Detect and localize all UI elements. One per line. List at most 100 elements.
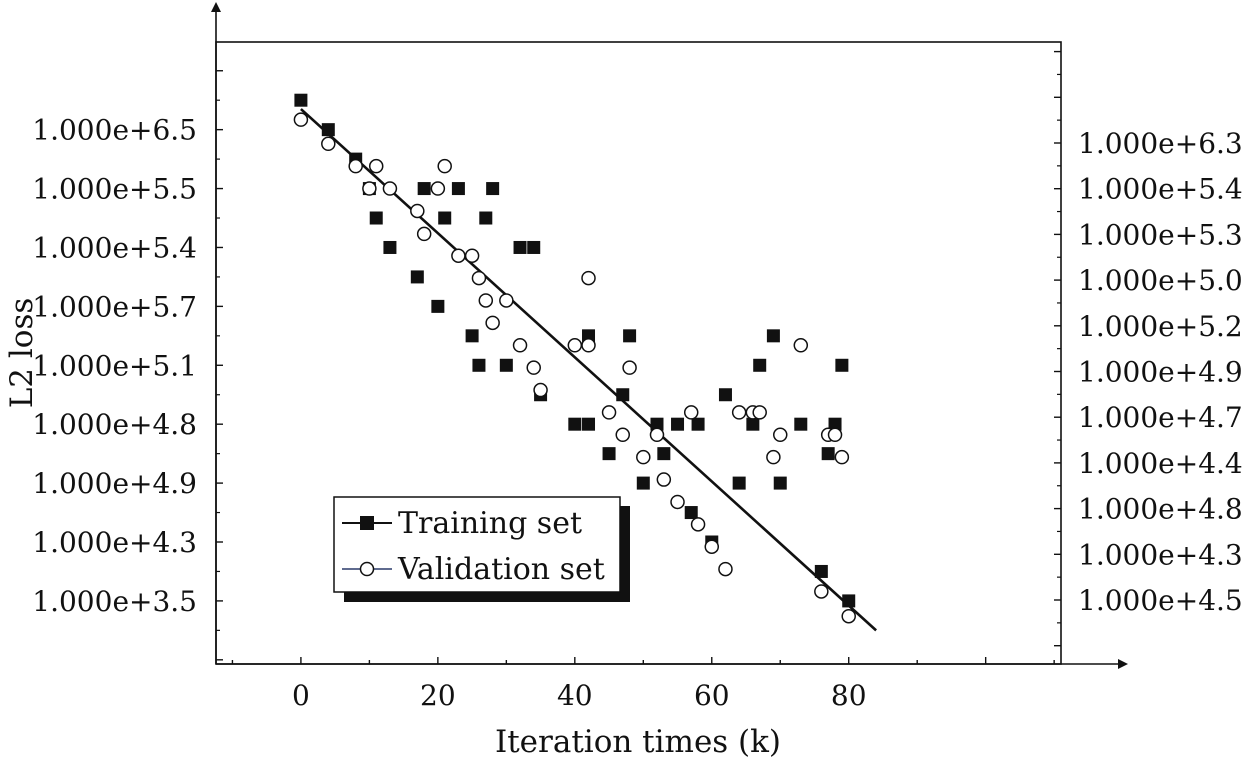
validation-point xyxy=(533,382,548,398)
x-tick-label: 80 xyxy=(831,679,867,712)
training-point xyxy=(828,417,842,431)
training-point xyxy=(383,240,397,254)
training-point xyxy=(814,564,828,578)
right-tick-label: 1.000e+4.4 xyxy=(1078,447,1243,480)
x-tick-label: 20 xyxy=(420,679,456,712)
validation-point xyxy=(772,427,788,443)
training-point xyxy=(568,417,582,431)
validation-point xyxy=(766,449,781,465)
validation-point xyxy=(827,427,843,443)
right-tick-label: 1.000e+5.2 xyxy=(1078,310,1243,343)
training-point xyxy=(835,358,849,372)
training-point xyxy=(746,417,760,431)
validation-point xyxy=(670,494,685,510)
trend-line xyxy=(300,108,877,632)
training-point xyxy=(718,388,732,402)
validation-point xyxy=(814,584,829,599)
validation-point xyxy=(478,293,494,308)
validation-point xyxy=(581,270,596,286)
validation-point xyxy=(636,449,651,465)
validation-point xyxy=(410,203,425,219)
training-point xyxy=(842,594,856,608)
validation-point xyxy=(649,427,665,443)
legend-validation-label: Validation set xyxy=(397,552,605,587)
training-series xyxy=(294,93,856,608)
right-tick-label: 1.000e+6.3 xyxy=(1078,127,1243,160)
left-tick-label: 1.000e+4.3 xyxy=(32,526,197,559)
training-point xyxy=(294,93,308,107)
training-point xyxy=(472,358,486,372)
validation-point xyxy=(348,158,363,174)
validation-point xyxy=(718,561,733,577)
training-point xyxy=(479,211,493,225)
validation-point xyxy=(841,608,856,624)
legend-training-label: Training set xyxy=(398,506,582,541)
left-tick-label: 1.000e+5.7 xyxy=(32,290,197,323)
training-point xyxy=(465,329,479,343)
validation-point xyxy=(615,427,631,443)
validation-point xyxy=(430,181,446,196)
validation-point xyxy=(293,112,309,127)
validation-point xyxy=(752,405,767,420)
validation-point xyxy=(451,248,466,263)
right-y-ticks: 1.000e+6.3 1.000e+5.4 1.000e+5.3 1.000e+5.0… xyxy=(1054,50,1243,647)
training-point xyxy=(582,417,596,431)
x-ticks: 0 20 40 60 80 xyxy=(231,657,1055,712)
validation-point xyxy=(368,158,384,174)
training-point xyxy=(623,329,637,343)
training-point xyxy=(684,506,698,520)
validation-point xyxy=(622,360,637,375)
left-tick-label: 1.000e+4.8 xyxy=(32,408,197,441)
right-tick-label: 1.000e+5.3 xyxy=(1078,218,1243,251)
training-point xyxy=(671,417,685,431)
validation-point xyxy=(526,360,541,375)
validation-point xyxy=(512,338,528,353)
left-tick-label: 1.000e+5.1 xyxy=(32,349,197,382)
training-point xyxy=(410,270,424,284)
left-tick-label: 1.000e+5.4 xyxy=(32,231,197,264)
validation-point xyxy=(382,181,398,196)
validation-point xyxy=(416,226,432,242)
training-point xyxy=(451,182,465,196)
training-point xyxy=(753,358,767,372)
training-point xyxy=(321,123,335,137)
validation-point xyxy=(321,136,336,152)
left-y-ticks: 1.000e+6.5 1.000e+5.5 1.000e+5.4 1.000e+5.7… xyxy=(32,70,223,661)
validation-point xyxy=(362,181,377,196)
left-tick-label: 1.000e+5.5 xyxy=(32,173,197,206)
right-tick-label: 1.000e+4.9 xyxy=(1078,356,1243,389)
training-point xyxy=(821,447,835,461)
training-point xyxy=(657,447,671,461)
legend-validation-marker xyxy=(359,561,375,577)
training-point xyxy=(650,417,664,431)
validation-point xyxy=(731,405,747,420)
training-point xyxy=(766,329,780,343)
x-tick-label: 40 xyxy=(557,679,593,712)
validation-point xyxy=(581,338,596,353)
validation-point xyxy=(471,270,487,286)
left-tick-label: 1.000e+4.9 xyxy=(32,467,197,500)
x-tick-label: 0 xyxy=(292,679,310,712)
training-point xyxy=(616,388,630,402)
validation-point xyxy=(690,517,706,532)
right-tick-label: 1.000e+5.0 xyxy=(1078,264,1243,297)
validation-series xyxy=(293,112,856,624)
training-point xyxy=(732,476,746,490)
training-point xyxy=(527,240,541,254)
training-point xyxy=(602,447,616,461)
validation-point xyxy=(567,338,583,353)
validation-point xyxy=(683,405,699,420)
right-tick-label: 1.000e+4.32 xyxy=(1078,538,1243,571)
training-point xyxy=(691,417,705,431)
training-point xyxy=(431,299,445,313)
validation-point xyxy=(793,338,809,353)
validation-point xyxy=(834,449,850,465)
training-point xyxy=(417,182,431,196)
left-tick-label: 1.000e+3.5 xyxy=(32,585,197,618)
validation-point xyxy=(656,472,672,487)
training-point xyxy=(636,476,650,490)
validation-point xyxy=(464,248,480,263)
training-point xyxy=(438,211,452,225)
right-tick-label: 1.000e+4.5 xyxy=(1078,584,1243,617)
right-tick-label: 1.000e+4.81 xyxy=(1078,493,1243,526)
